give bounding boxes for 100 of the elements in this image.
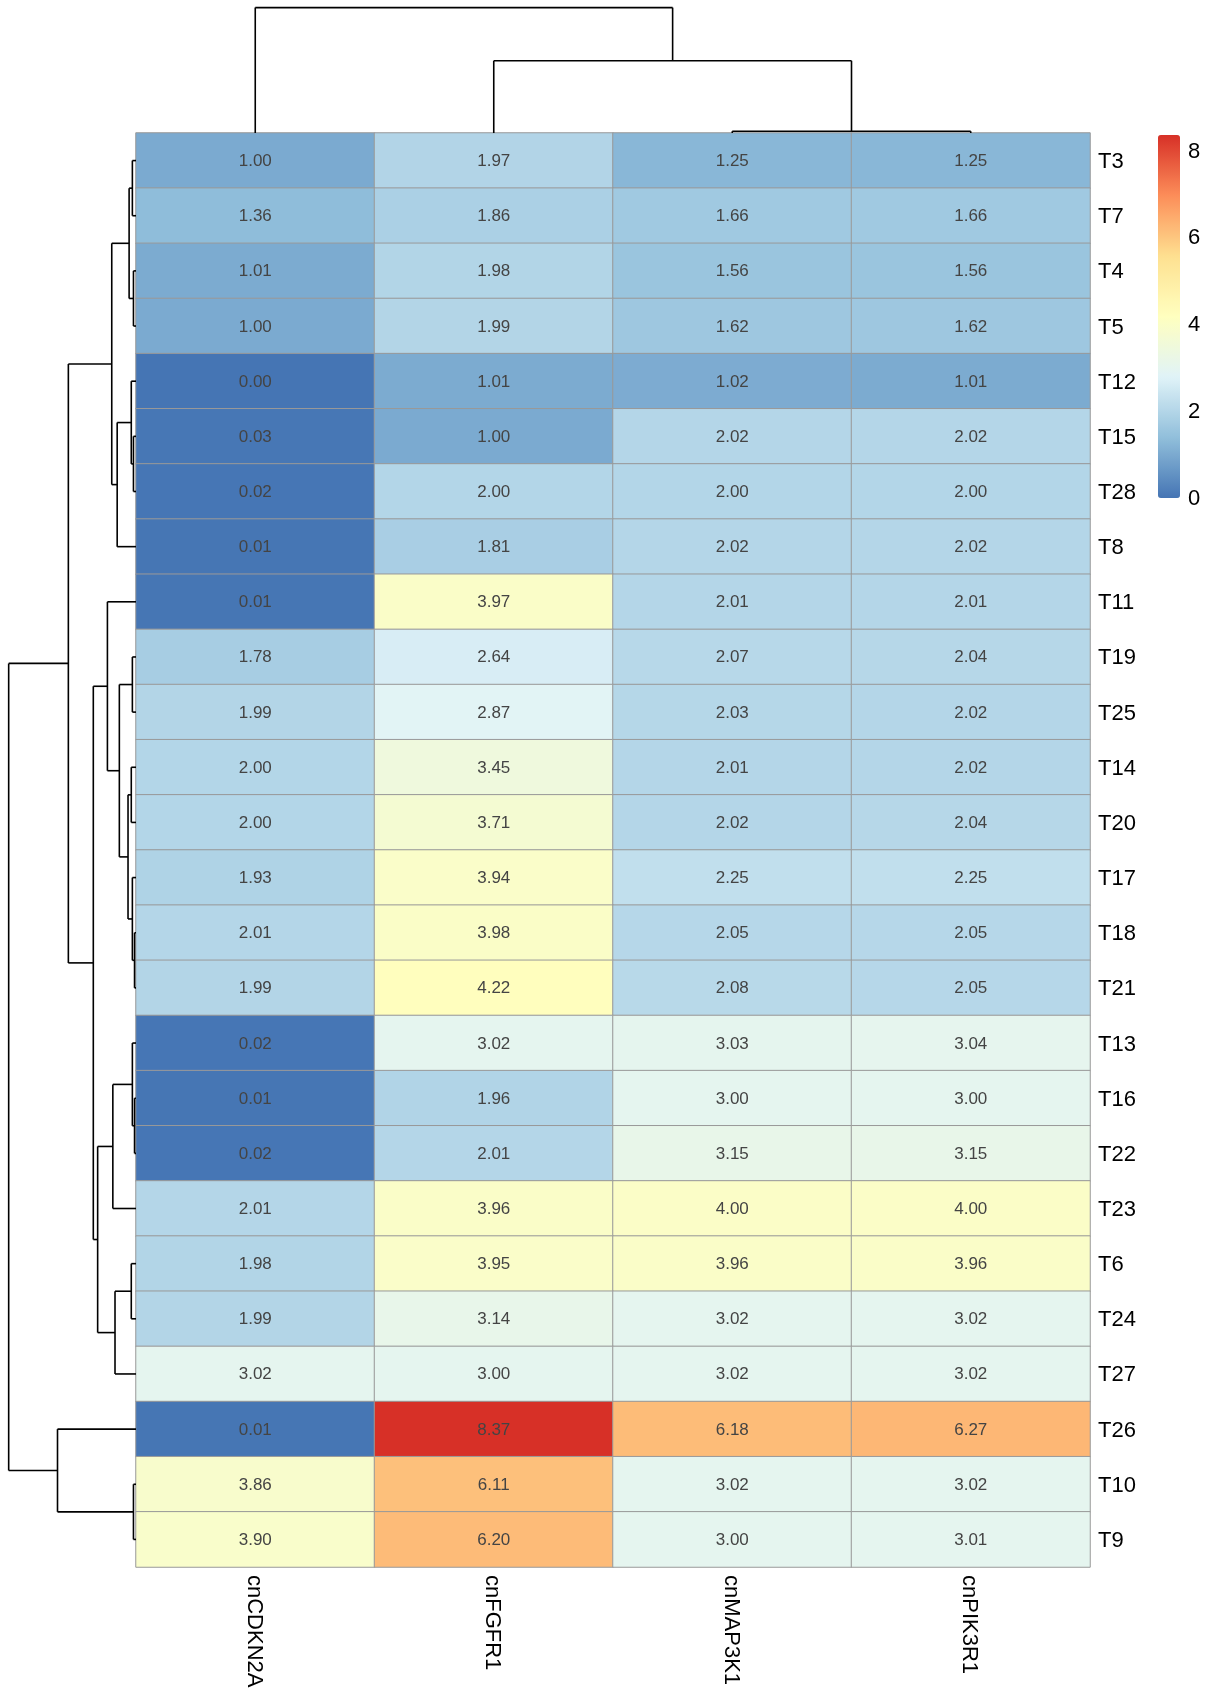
- y-tick-label: T16: [1098, 1085, 1136, 1111]
- data-label: 1.36: [238, 206, 272, 226]
- y-tick-label: T11: [1098, 589, 1135, 615]
- data-label: 4.00: [954, 1199, 988, 1218]
- y-tick-label: T19: [1098, 644, 1136, 670]
- data-label: 1.66: [715, 206, 749, 226]
- data-label: 2.02: [954, 537, 988, 557]
- data-label: 2.02: [954, 702, 988, 722]
- data-label: 3.00: [715, 1088, 749, 1108]
- data-label: 2.07: [715, 647, 749, 667]
- data-label: 1.98: [238, 1254, 272, 1274]
- data-label: 3.96: [954, 1254, 988, 1274]
- data-label: 1.56: [715, 261, 749, 281]
- data-label: 6.11: [477, 1474, 510, 1494]
- data-label: 1.97: [477, 151, 511, 171]
- data-label: 6.27: [954, 1419, 988, 1439]
- y-tick-label: T26: [1098, 1416, 1136, 1442]
- data-label: 3.02: [477, 1033, 511, 1053]
- data-label: 1.86: [477, 206, 511, 226]
- color-bar-label: 8: [1188, 137, 1201, 163]
- y-tick-label: T25: [1098, 699, 1136, 725]
- data-label: 3.94: [477, 868, 511, 888]
- data-label: 3.00: [715, 1529, 749, 1549]
- data-label: 3.45: [477, 757, 511, 777]
- data-label: 2.05: [954, 923, 988, 943]
- data-label: 2.01: [477, 1143, 511, 1163]
- data-label: 1.56: [954, 261, 988, 281]
- y-tick-label: T14: [1098, 754, 1136, 780]
- y-tick-label: T9: [1098, 1526, 1124, 1552]
- data-label: 0.02: [238, 1033, 272, 1053]
- data-label: 0.03: [238, 426, 272, 446]
- data-label: 8.37: [477, 1419, 511, 1439]
- data-label: 6.20: [477, 1529, 511, 1549]
- data-label: 2.02: [954, 426, 988, 446]
- x-tick-label: cnCDKN2A: [242, 1575, 268, 1688]
- y-tick-label: T10: [1098, 1471, 1136, 1497]
- color-bar-label: 4: [1188, 311, 1201, 337]
- color-bar-label: 6: [1188, 224, 1201, 250]
- data-label: 2.01: [715, 592, 749, 612]
- y-tick-label: T20: [1098, 809, 1136, 835]
- data-label: 3.02: [954, 1364, 988, 1384]
- data-label: 1.93: [238, 868, 272, 888]
- data-label: 3.02: [715, 1474, 749, 1494]
- data-label: 1.96: [477, 1088, 511, 1108]
- data-label: 3.14: [477, 1309, 511, 1329]
- data-label: 4.00: [715, 1199, 749, 1218]
- data-label: 2.01: [715, 757, 749, 777]
- y-tick-label: T23: [1098, 1196, 1136, 1221]
- data-label: 3.02: [715, 1309, 749, 1329]
- color-bar-label: 0: [1188, 484, 1201, 510]
- data-label: 3.95: [477, 1254, 511, 1274]
- data-label: 2.05: [954, 978, 988, 998]
- data-label: 2.87: [477, 702, 511, 722]
- data-label: 1.98: [477, 261, 511, 281]
- data-label: 1.25: [715, 151, 749, 171]
- y-tick-label: T4: [1098, 258, 1124, 284]
- data-label: 6.18: [715, 1419, 749, 1439]
- data-label: 2.04: [954, 812, 988, 832]
- data-label: 3.71: [477, 812, 511, 832]
- data-label: 3.02: [715, 1364, 749, 1384]
- y-tick-label: T12: [1098, 368, 1136, 394]
- data-label: 2.00: [954, 482, 988, 501]
- y-tick-label: T13: [1098, 1030, 1136, 1056]
- data-label: 2.08: [715, 978, 749, 998]
- data-label: 3.00: [477, 1364, 511, 1384]
- data-label: 3.86: [238, 1474, 272, 1494]
- x-tick-label: cnFGFR1: [481, 1575, 507, 1671]
- data-label: 3.97: [477, 592, 511, 612]
- data-label: 2.02: [715, 812, 749, 832]
- data-label: 0.00: [238, 371, 272, 391]
- data-label: 2.00: [238, 757, 272, 777]
- y-tick-label: T3: [1098, 148, 1124, 174]
- data-label: 1.99: [238, 978, 272, 998]
- data-label: 1.62: [954, 316, 988, 336]
- data-label: 0.01: [238, 1088, 272, 1108]
- y-tick-label: T21: [1098, 975, 1136, 1001]
- data-label: 1.99: [238, 702, 272, 722]
- data-label: 1.66: [954, 206, 988, 226]
- data-label: 1.01: [954, 371, 988, 391]
- y-tick-label: T8: [1098, 534, 1124, 560]
- data-label: 2.00: [715, 482, 749, 501]
- data-label: 2.02: [715, 426, 749, 446]
- y-tick-label: T17: [1098, 865, 1136, 891]
- data-label: 3.02: [954, 1474, 988, 1494]
- data-label: 1.01: [238, 261, 272, 281]
- data-label: 1.81: [477, 537, 511, 557]
- data-label: 2.02: [954, 757, 988, 777]
- data-label: 3.96: [477, 1199, 511, 1218]
- data-label: 1.62: [715, 316, 749, 336]
- data-label: 3.96: [715, 1254, 749, 1274]
- data-label: 2.03: [715, 702, 749, 722]
- data-label: 0.01: [238, 592, 272, 612]
- data-label: 2.00: [477, 482, 511, 501]
- y-tick-label: T28: [1098, 479, 1136, 504]
- data-label: 3.03: [715, 1033, 749, 1053]
- data-label: 3.02: [954, 1309, 988, 1329]
- y-tick-label: T7: [1098, 203, 1124, 229]
- data-label: 3.02: [238, 1364, 272, 1384]
- data-label: 1.99: [238, 1309, 272, 1329]
- data-label: 3.04: [954, 1033, 988, 1053]
